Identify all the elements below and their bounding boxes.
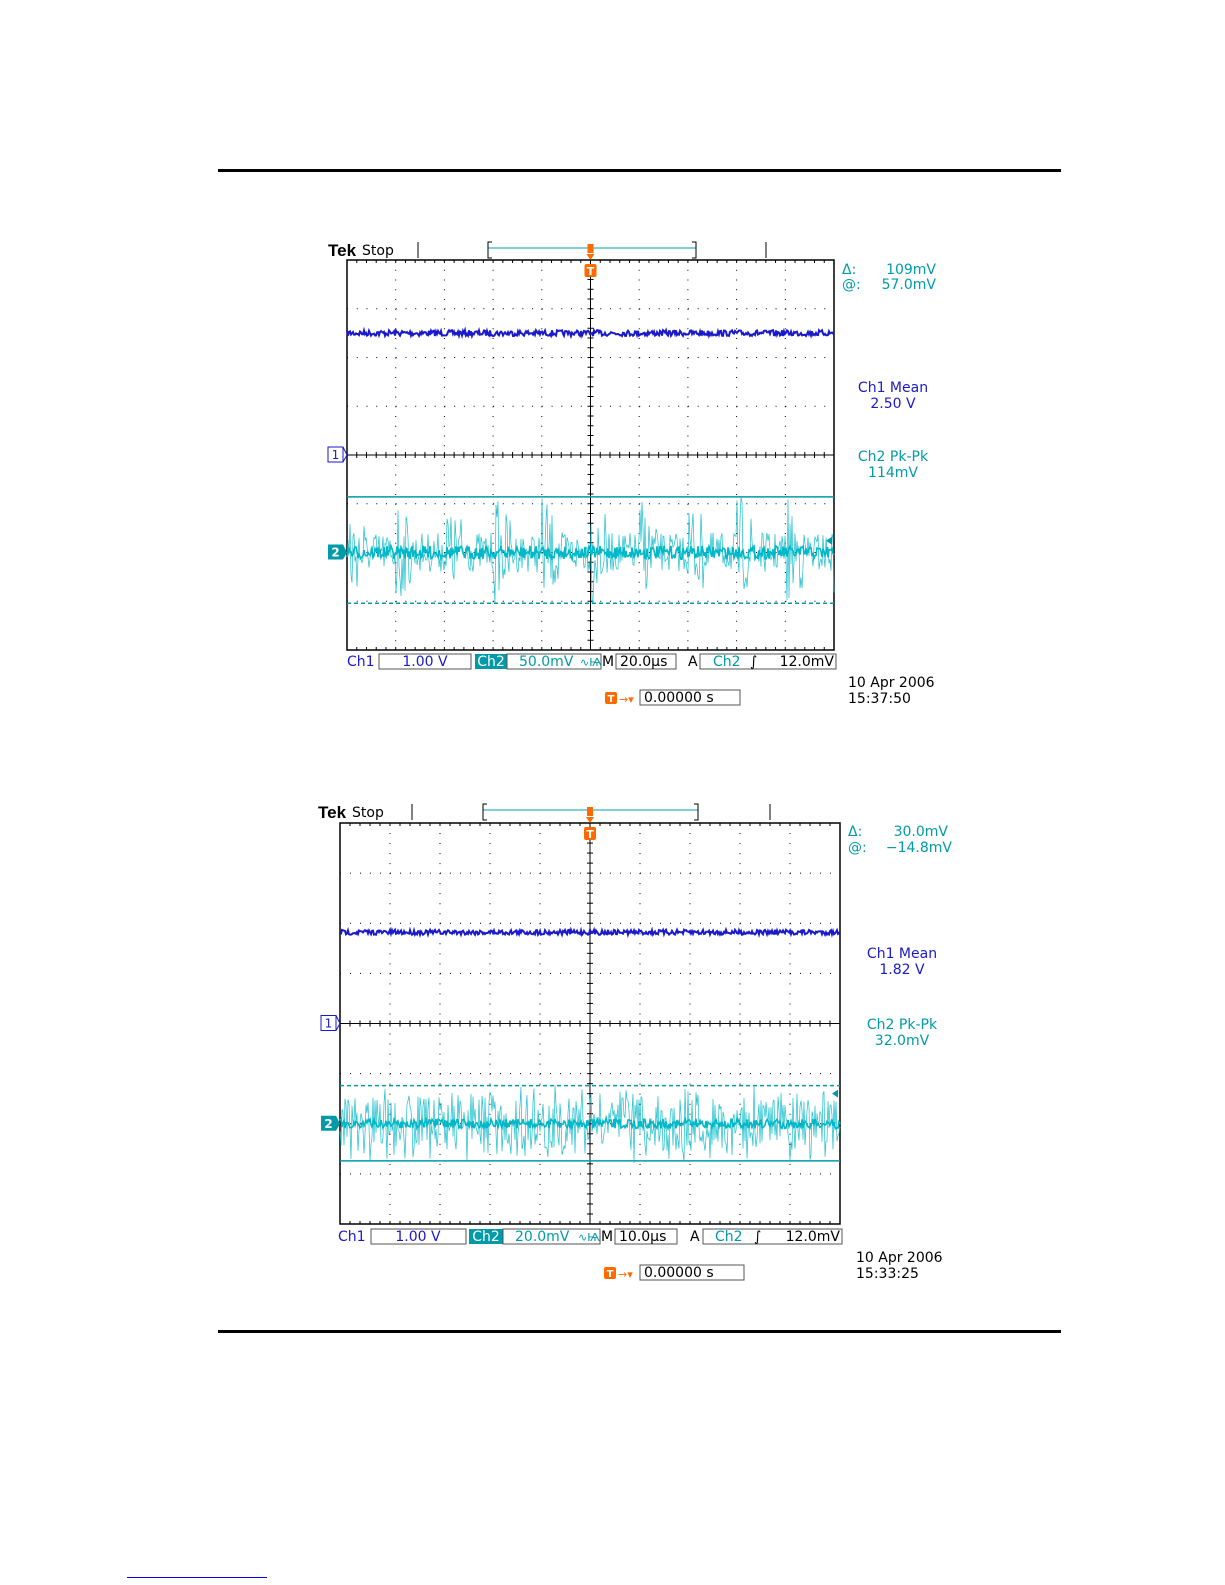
ch2-marker-box xyxy=(321,1115,336,1131)
trigger-top-box xyxy=(587,807,593,816)
trigger-position-letter: T xyxy=(608,694,615,705)
ch1-scale: 1.00 V xyxy=(395,1229,441,1245)
trigger-letter: T xyxy=(586,828,594,841)
scope-svg-2: Tek Stop 1 2 T Δ: 30.0mV @: −14.8mV Ch1 Me… xyxy=(318,803,953,1282)
ch2-trace-core xyxy=(339,1116,841,1132)
ch2-marker-arrow xyxy=(343,544,347,560)
trigger-channel: Ch2 xyxy=(715,1229,743,1245)
cursor-delta-label: Δ: xyxy=(848,824,862,840)
trigger-level-arrow xyxy=(826,536,832,545)
trigger-position-badge xyxy=(605,692,617,704)
ch1-mean-value: 1.82 V xyxy=(879,962,925,978)
bottom-rule xyxy=(218,1330,1061,1333)
time: 15:37:50 xyxy=(848,691,911,707)
ch1-marker-arrow xyxy=(335,1015,341,1031)
cursor-delta-label: Δ: xyxy=(842,262,856,278)
trigger-box xyxy=(584,264,597,277)
ch2-scale: 20.0mV xyxy=(515,1229,570,1245)
trigger-marker: T xyxy=(584,807,596,841)
cursor-delta-value: 109mV xyxy=(886,262,936,278)
ch2-marker-box xyxy=(328,544,343,560)
ch1-mean-title: Ch1 Mean xyxy=(858,380,928,396)
ch2-ground-marker: 2 xyxy=(321,1115,340,1131)
ch2-trace xyxy=(339,1085,841,1163)
trigger-level: 12.0mV xyxy=(786,1229,841,1245)
ch1-trace xyxy=(346,326,835,340)
date: 10 Apr 2006 xyxy=(856,1250,943,1266)
ch1-marker-box xyxy=(320,1015,337,1031)
trigger-position-letter: T xyxy=(607,1269,614,1280)
ch1-mean-value: 2.50 V xyxy=(870,396,916,412)
bandwidth-icon: ∿Ѩ xyxy=(578,1231,600,1244)
trigger-level-arrow xyxy=(832,1089,838,1098)
ch1-scale: 1.00 V xyxy=(402,654,448,670)
trigger-channel: Ch2 xyxy=(713,654,741,670)
oscilloscope-screenshot-2: Tek Stop 1 2 T Δ: 30.0mV @: −14.8mV Ch1 Me… xyxy=(316,798,966,1284)
bottom-status-bar: Ch1 1.00 V Ch2 50.0mV ∿Ѩ M 20.0µs A Ch2 … xyxy=(347,653,935,707)
ch1-mean-title: Ch1 Mean xyxy=(867,946,937,962)
ch2-label: Ch2 xyxy=(477,654,505,670)
ch2-pkpk-value: 32.0mV xyxy=(875,1033,930,1049)
ch1-ground-marker: 1 xyxy=(327,446,348,463)
m-label: M xyxy=(601,1229,613,1245)
ch2-label: Ch2 xyxy=(472,1229,500,1245)
cursor-at-label: @: xyxy=(848,840,867,856)
scope-svg-1: Tek Stop 1 2 T Δ: 109mV @: 57.0mV Ch1 Mean… xyxy=(327,241,937,707)
time: 15:33:25 xyxy=(856,1266,919,1282)
trigger-a: A xyxy=(690,1229,700,1245)
trigger-position-badge xyxy=(604,1267,616,1279)
trigger-slope-icon: ∫ xyxy=(750,654,757,670)
trigger-box xyxy=(584,827,596,840)
ch2-pkpk-title: Ch2 Pk-Pk xyxy=(858,449,929,465)
footer-link-underline xyxy=(127,1577,267,1578)
ch1-marker-label: 1 xyxy=(332,448,340,462)
cursor-at-label: @: xyxy=(842,277,861,293)
horizontal-position: 0.00000 s xyxy=(644,690,714,706)
brand-logo: Tek xyxy=(328,241,357,260)
date: 10 Apr 2006 xyxy=(848,675,935,691)
horizontal-position: 0.00000 s xyxy=(644,1265,714,1281)
ch1-marker-label: 1 xyxy=(325,1017,333,1031)
trigger-arrow xyxy=(586,817,594,823)
timebase: 10.0µs xyxy=(619,1229,666,1245)
ch1-marker-arrow xyxy=(342,446,348,463)
ch1-ground-marker: 1 xyxy=(320,1015,341,1031)
cursor-delta-value: 30.0mV xyxy=(894,824,949,840)
trigger-arrow xyxy=(586,254,595,260)
trigger-a: A xyxy=(688,654,698,670)
ch2-pkpk-value: 114mV xyxy=(868,465,918,481)
arrow-icon: →▾ xyxy=(619,693,634,706)
trigger-marker: T xyxy=(584,244,597,278)
trigger-slope-icon: ∫ xyxy=(754,1229,761,1245)
acquisition-status: Stop xyxy=(352,805,384,821)
ch2-scale: 50.0mV xyxy=(519,654,574,670)
ch1-label: Ch1 xyxy=(347,654,375,670)
m-label: M xyxy=(602,654,614,670)
trigger-level: 12.0mV xyxy=(780,654,835,670)
plot-area-2: 1 2 T xyxy=(320,807,841,1225)
ch2-marker-arrow xyxy=(336,1115,340,1131)
ch2-trace-core xyxy=(346,543,835,562)
top-rule xyxy=(218,169,1061,172)
trigger-top-box xyxy=(587,244,594,253)
cursor-at-value: 57.0mV xyxy=(882,277,937,293)
ch2-marker-label: 2 xyxy=(324,1117,332,1131)
ch2-marker-label: 2 xyxy=(331,546,339,560)
ch1-trace xyxy=(339,926,841,939)
cursor-at-value: −14.8mV xyxy=(886,840,953,856)
ch2-pkpk-title: Ch2 Pk-Pk xyxy=(867,1017,938,1033)
ch1-label: Ch1 xyxy=(338,1229,366,1245)
trigger-letter: T xyxy=(587,265,595,278)
acquisition-status: Stop xyxy=(362,243,394,259)
bandwidth-icon: ∿Ѩ xyxy=(580,656,602,669)
oscilloscope-screenshot-1: Tek Stop 1 2 T Δ: 109mV @: 57.0mV Ch1 Mean… xyxy=(326,236,956,714)
ch1-marker-box xyxy=(327,446,344,463)
timebase: 20.0µs xyxy=(620,654,667,670)
plot-area-1: 1 2 T xyxy=(327,244,835,651)
ch2-ground-marker: 2 xyxy=(328,544,347,560)
bottom-status-bar: Ch1 1.00 V Ch2 20.0mV ∿Ѩ M 10.0µs A Ch2 … xyxy=(338,1228,943,1282)
brand-logo: Tek xyxy=(318,803,347,822)
arrow-icon: →▾ xyxy=(618,1268,633,1281)
